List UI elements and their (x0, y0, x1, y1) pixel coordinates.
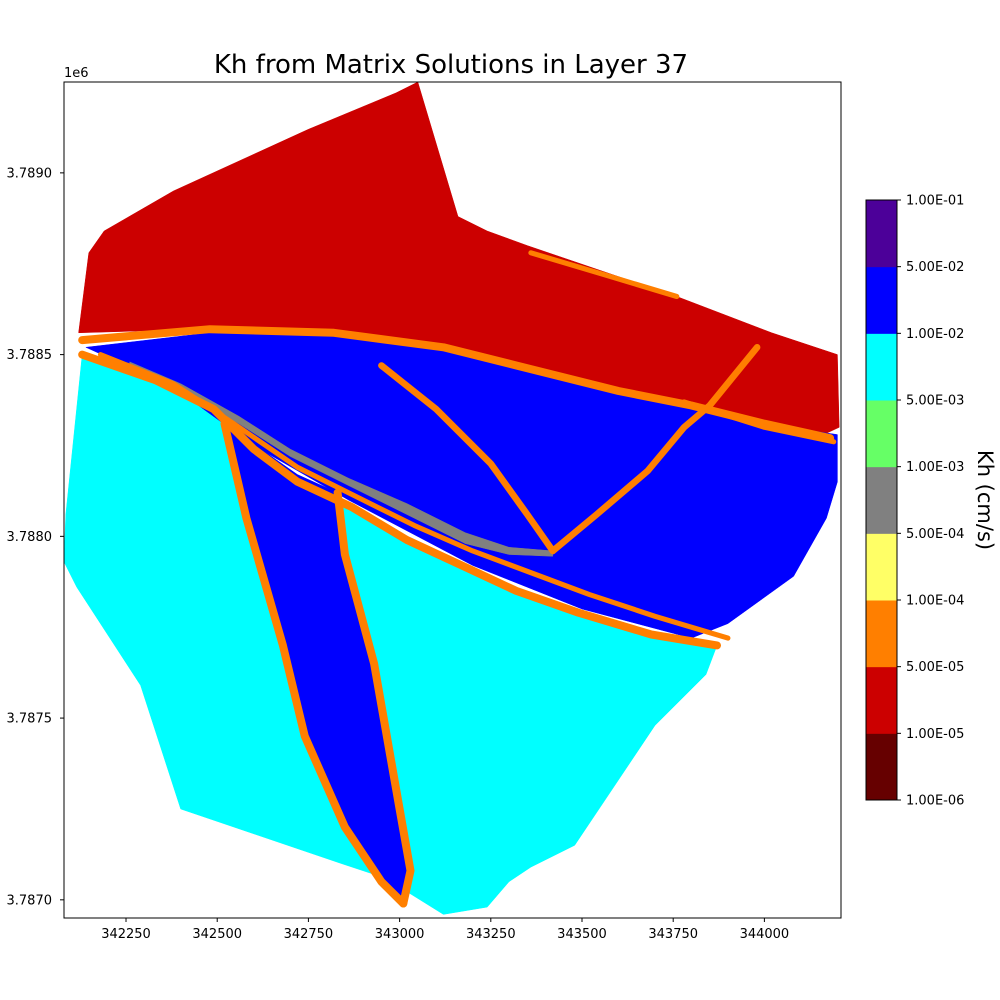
y-tick-label: 3.7875 (7, 712, 53, 727)
band-east-edge (681, 399, 837, 445)
plot-area (64, 82, 840, 915)
chart-title: Kh from Matrix Solutions in Layer 37 (214, 50, 688, 80)
colorbar-tick-label: 1.00E-05 (906, 727, 964, 742)
band-diagonal-northeast (549, 343, 761, 555)
colorbar-tick-label: 1.00E-01 (906, 194, 964, 209)
y-tick-label: 3.7890 (7, 166, 53, 181)
x-tick-label: 343500 (557, 927, 607, 942)
y-tick-label: 3.7880 (7, 530, 53, 545)
colorbar-segment (866, 400, 897, 468)
x-tick-label: 342250 (101, 927, 151, 942)
colorbar-tick-label: 1.00E-06 (906, 794, 964, 809)
band-diagonal-northwest (378, 362, 557, 555)
y-offset-label: 1e6 (64, 66, 89, 81)
colorbar-frame (865, 199, 898, 801)
colorbar-segment (866, 466, 897, 534)
x-tick-label: 344000 (740, 927, 790, 942)
x-tick-label: 343000 (375, 927, 425, 942)
x-tick-label: 342750 (284, 927, 334, 942)
colorbar-segment (866, 666, 897, 734)
y-axis: 3.7870 3.7875 3.7880 3.7885 3.7890 (7, 166, 64, 908)
plot-frame (63, 81, 842, 919)
colorbar-tick-label: 1.00E-04 (906, 594, 964, 609)
colorbar-segment (866, 600, 897, 668)
y-tick-label: 3.7885 (7, 348, 53, 363)
colorbar-tick-label: 5.00E-03 (906, 394, 964, 409)
colorbar-tick-label: 1.00E-03 (906, 460, 964, 475)
colorbar-tick-label: 1.00E-02 (906, 327, 964, 342)
colorbar-segment (866, 733, 897, 801)
y-tick-label: 3.7870 (7, 893, 53, 908)
colorbar-segment (866, 333, 897, 401)
band-south-channel-west (220, 419, 408, 908)
colorbar-segment (866, 266, 897, 334)
x-tick-label: 343750 (648, 927, 698, 942)
band-north-dashes (528, 250, 680, 300)
colorbar-segment (866, 200, 897, 268)
colorbar-tick-label: 5.00E-04 (906, 527, 964, 542)
colorbar-tick-label: 5.00E-05 (906, 660, 964, 675)
colorbar-title: Kh (cm/s) (973, 450, 997, 550)
x-tick-label: 342500 (192, 927, 242, 942)
x-tick-label: 343250 (466, 927, 516, 942)
band-inner-channel (97, 352, 731, 641)
colorbar: 1.00E-06 1.00E-05 5.00E-05 1.00E-04 5.00E-04… (865, 194, 964, 809)
band-south-channel-east (333, 488, 415, 908)
colorbar-tick-label: 5.00E-02 (906, 260, 964, 275)
x-axis: 342250 342500 342750 343000 343250 343500 3437… (101, 918, 789, 942)
colorbar-segment (866, 533, 897, 601)
